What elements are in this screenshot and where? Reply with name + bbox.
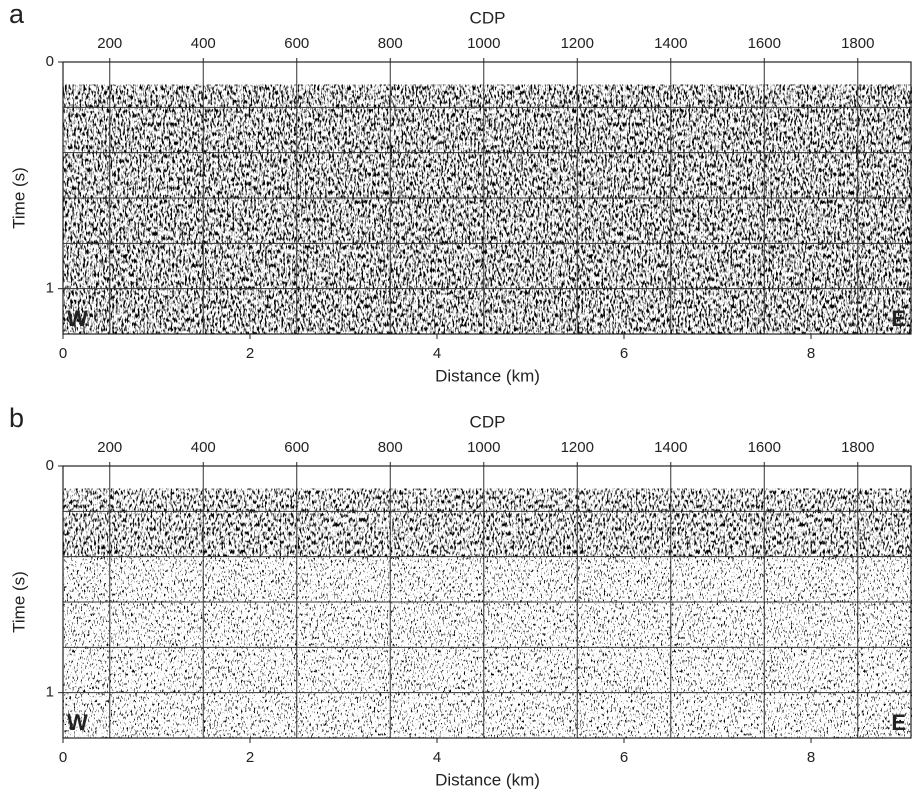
seismic-texture (63, 84, 912, 335)
x2-tick-label: 600 (284, 439, 309, 456)
x-tick-label: 0 (59, 749, 67, 766)
panel-label: b (9, 403, 24, 433)
x2-tick-label: 400 (191, 439, 216, 456)
y-tick-label: 1 (46, 280, 54, 297)
x-tick-label: 2 (246, 749, 254, 766)
y-axis-label: Time (s) (9, 571, 28, 633)
x2-tick-label: 200 (97, 439, 122, 456)
x2-tick-label: 1400 (654, 35, 687, 52)
y-tick-label: 0 (46, 457, 54, 474)
y-tick-label: 1 (46, 684, 54, 701)
x-tick-label: 8 (807, 749, 815, 766)
x2-tick-label: 1000 (467, 439, 500, 456)
direction-label: W (67, 306, 88, 331)
panel-label: a (9, 0, 25, 29)
x2-tick-label: 800 (378, 439, 403, 456)
x2-tick-label: 200 (97, 35, 122, 52)
x-tick-label: 2 (246, 345, 254, 362)
y-tick-label: 0 (46, 53, 54, 70)
x-axis-label: Distance (km) (435, 770, 540, 789)
x2-tick-label: 400 (191, 35, 216, 52)
x2-axis-label: CDP (470, 8, 506, 27)
x2-axis-label: CDP (470, 412, 506, 431)
x2-tick-label: 800 (378, 35, 403, 52)
x-tick-label: 0 (59, 345, 67, 362)
x2-tick-label: 1600 (748, 439, 781, 456)
x2-tick-label: 1600 (748, 35, 781, 52)
x2-tick-label: 1800 (841, 439, 874, 456)
direction-label: E (891, 306, 906, 331)
x-tick-label: 6 (620, 749, 628, 766)
x2-tick-label: 1000 (467, 35, 500, 52)
x2-tick-label: 1200 (561, 35, 594, 52)
direction-label: E (891, 710, 906, 735)
plot-frame (62, 465, 912, 739)
x-tick-label: 6 (620, 345, 628, 362)
x-axis-label: Distance (km) (435, 366, 540, 385)
direction-label: W (67, 710, 88, 735)
x-tick-label: 8 (807, 345, 815, 362)
x-tick-label: 4 (433, 749, 441, 766)
x2-tick-label: 1400 (654, 439, 687, 456)
x2-tick-label: 1200 (561, 439, 594, 456)
plot-frame (62, 61, 912, 335)
y-axis-label: Time (s) (9, 167, 28, 229)
x2-tick-label: 600 (284, 35, 309, 52)
x2-tick-label: 1800 (841, 35, 874, 52)
x-tick-label: 4 (433, 345, 441, 362)
seismic-texture (63, 488, 912, 557)
